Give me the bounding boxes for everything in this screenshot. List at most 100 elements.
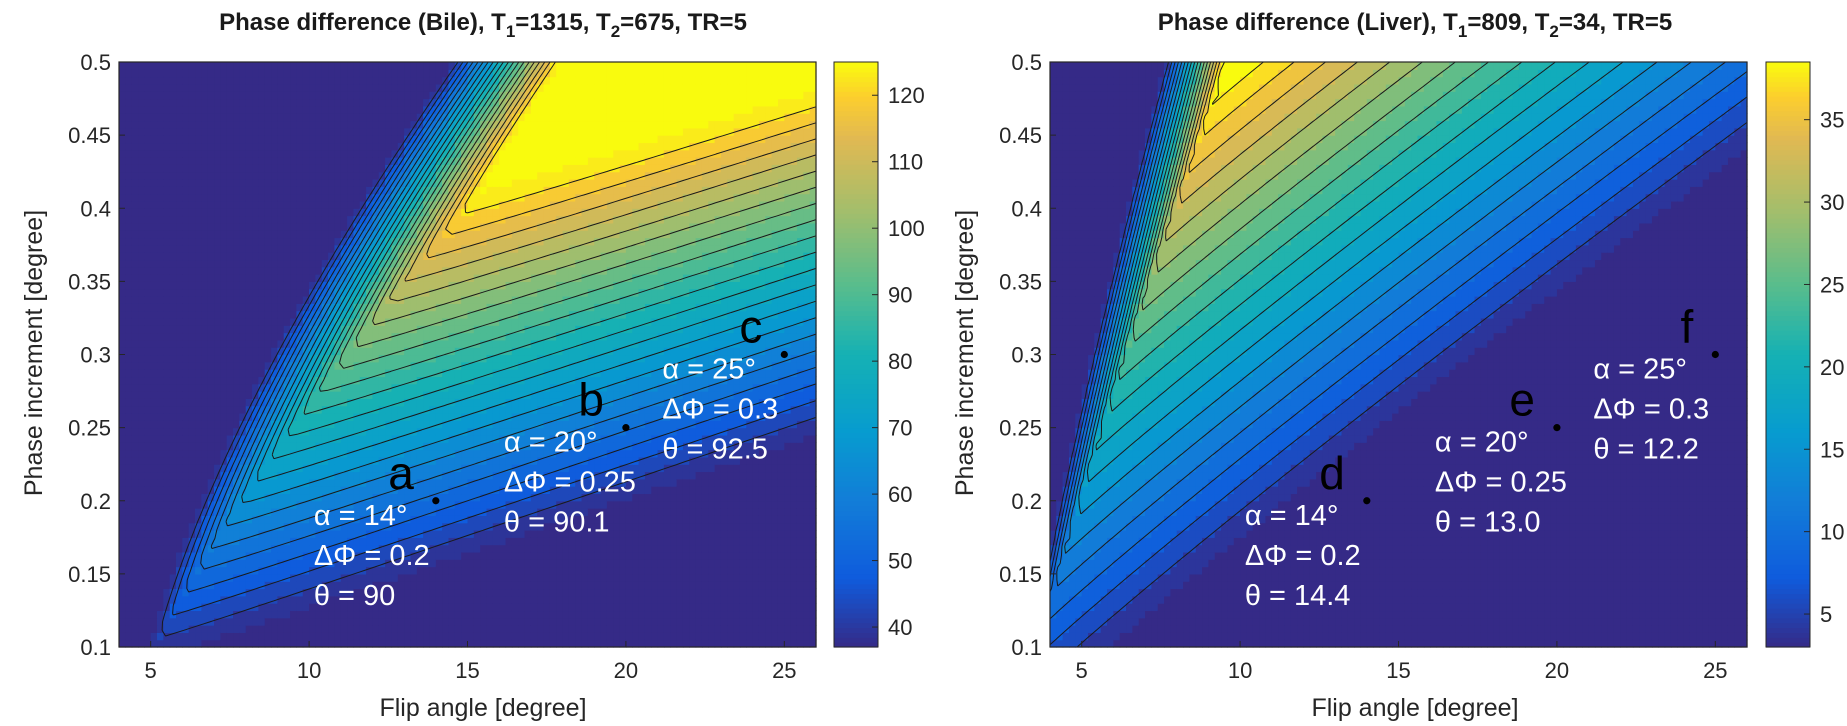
contour-cell (220, 208, 228, 217)
contour-cell (473, 149, 481, 158)
contour-cell (404, 157, 412, 165)
contour-cell (404, 544, 412, 553)
contour-cell (334, 566, 342, 575)
contour-cell (397, 91, 405, 100)
contour-cell (448, 581, 456, 590)
contour-cell (138, 215, 145, 224)
contour-cell (220, 347, 228, 356)
contour-cell (207, 369, 215, 378)
contour-cell (347, 317, 355, 326)
contour-cell (226, 405, 234, 414)
contour-cell (309, 222, 317, 231)
contour-cell (359, 376, 367, 385)
contour-cell (176, 157, 183, 165)
contour-cell (334, 398, 342, 407)
contour-cell (378, 427, 386, 436)
contour-cell (378, 186, 386, 195)
contour-cell (429, 588, 437, 597)
contour-cell (207, 544, 215, 553)
contour-cell (480, 164, 488, 173)
contour-cell (359, 62, 367, 70)
contour-cell (442, 603, 450, 612)
contour-cell (188, 149, 196, 158)
contour-cell (296, 310, 304, 319)
contour-cell (321, 281, 329, 290)
contour-cell (423, 281, 431, 290)
contour-cell (309, 471, 317, 480)
contour-cell (315, 200, 323, 209)
contour-cell (492, 617, 500, 626)
contour-cell (423, 310, 431, 319)
contour-cell (258, 142, 266, 151)
contour-cell (321, 515, 329, 524)
contour-cell (492, 149, 500, 158)
contour-cell (233, 105, 240, 114)
contour-cell (461, 332, 469, 341)
contour-cell (372, 522, 380, 531)
contour-cell (429, 595, 437, 604)
contour-cell (233, 179, 240, 187)
contour-cell (321, 369, 329, 378)
contour-cell (397, 325, 405, 334)
contour-cell (404, 522, 412, 531)
contour-cell (201, 237, 209, 246)
contour-cell (283, 193, 291, 202)
contour-cell (188, 595, 196, 604)
contour-cell (334, 288, 342, 297)
contour-cell (201, 179, 209, 187)
contour-cell (410, 113, 418, 122)
contour-cell (302, 237, 310, 246)
contour-cell (372, 603, 380, 612)
contour-cell (385, 83, 393, 92)
contour-cell (486, 449, 494, 458)
contour-cell (207, 478, 215, 487)
contour-cell (429, 581, 437, 590)
contour-cell (385, 405, 393, 414)
contour-cell (201, 310, 209, 319)
contour-cell (499, 193, 507, 202)
contour-cell (277, 456, 285, 465)
contour-cell (233, 69, 240, 78)
contour-cell (182, 142, 190, 151)
contour-cell (486, 303, 494, 312)
contour-cell (423, 632, 431, 641)
contour-cell (169, 222, 177, 231)
contour-cell (397, 456, 405, 465)
contour-cell (144, 62, 152, 70)
contour-cell (226, 135, 234, 144)
contour-cell (226, 434, 234, 443)
contour-cell (454, 427, 462, 436)
contour-cell (188, 617, 196, 626)
contour-cell (271, 244, 279, 253)
contour-cell (454, 303, 462, 312)
contour-cell (233, 252, 240, 261)
contour-cell (499, 456, 507, 465)
contour-cell (480, 581, 488, 590)
contour-cell (245, 332, 253, 341)
contour-cell (239, 456, 247, 465)
contour-cell (119, 493, 126, 502)
contour-cell (220, 215, 228, 224)
contour-cell (182, 310, 190, 319)
contour-cell (290, 478, 298, 487)
contour-cell (321, 442, 329, 451)
contour-cell (499, 544, 507, 553)
contour-cell (473, 595, 481, 604)
contour-cell (499, 515, 507, 524)
contour-cell (150, 610, 158, 619)
contour-cell (302, 215, 310, 224)
contour-cell (207, 434, 215, 443)
contour-cell (252, 522, 259, 531)
contour-cell (467, 559, 475, 568)
contour-cell (473, 413, 481, 421)
contour-cell (397, 171, 405, 180)
contour-cell (220, 91, 228, 100)
contour-cell (125, 522, 133, 531)
contour-cell (176, 522, 183, 531)
contour-cell (492, 464, 500, 473)
contour-cell (252, 456, 259, 465)
contour-cell (499, 354, 507, 363)
contour-cell (150, 508, 158, 516)
contour-cell (467, 296, 475, 304)
contour-cell (119, 310, 126, 319)
